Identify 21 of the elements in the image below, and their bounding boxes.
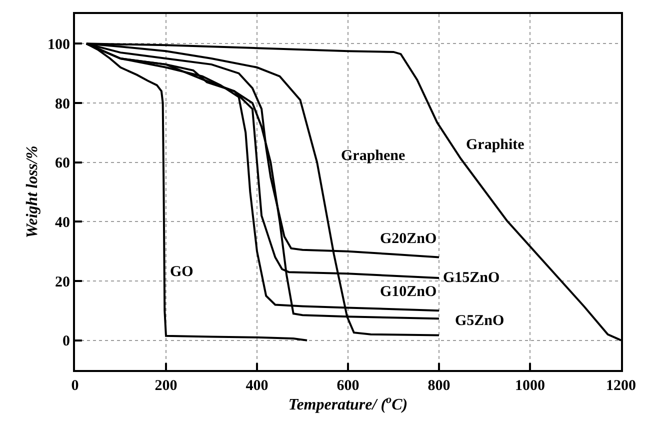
series-label: G20ZnO	[380, 231, 437, 247]
series-label: Graphene	[341, 148, 406, 164]
x-tick-label: 200	[154, 378, 178, 394]
y-tick-label: 20	[55, 274, 70, 290]
series-label: G5ZnO	[455, 313, 504, 329]
series-label: Graphite	[466, 137, 525, 153]
y-tick-label: 0	[62, 334, 70, 350]
x-axis-title: Temperature/ ($^{o}$C)	[288, 394, 408, 414]
x-tick-label: 1000	[515, 378, 545, 394]
x-tick-label: 1200	[606, 378, 636, 394]
x-tick-label: 600	[336, 378, 360, 394]
y-tick-label: 100	[48, 36, 70, 53]
y-axis-title: Weight loss/%	[24, 146, 41, 238]
x-tick-label: 800	[428, 378, 450, 394]
series-label: G10ZnO	[380, 284, 437, 300]
series-label: GO	[170, 264, 194, 280]
x-tick-label: 400	[246, 378, 268, 394]
y-tick-label: 60	[55, 156, 70, 172]
series-label: G15ZnO	[443, 270, 500, 286]
y-tick-label: 80	[55, 96, 70, 112]
y-tick-label: 40	[55, 214, 70, 231]
